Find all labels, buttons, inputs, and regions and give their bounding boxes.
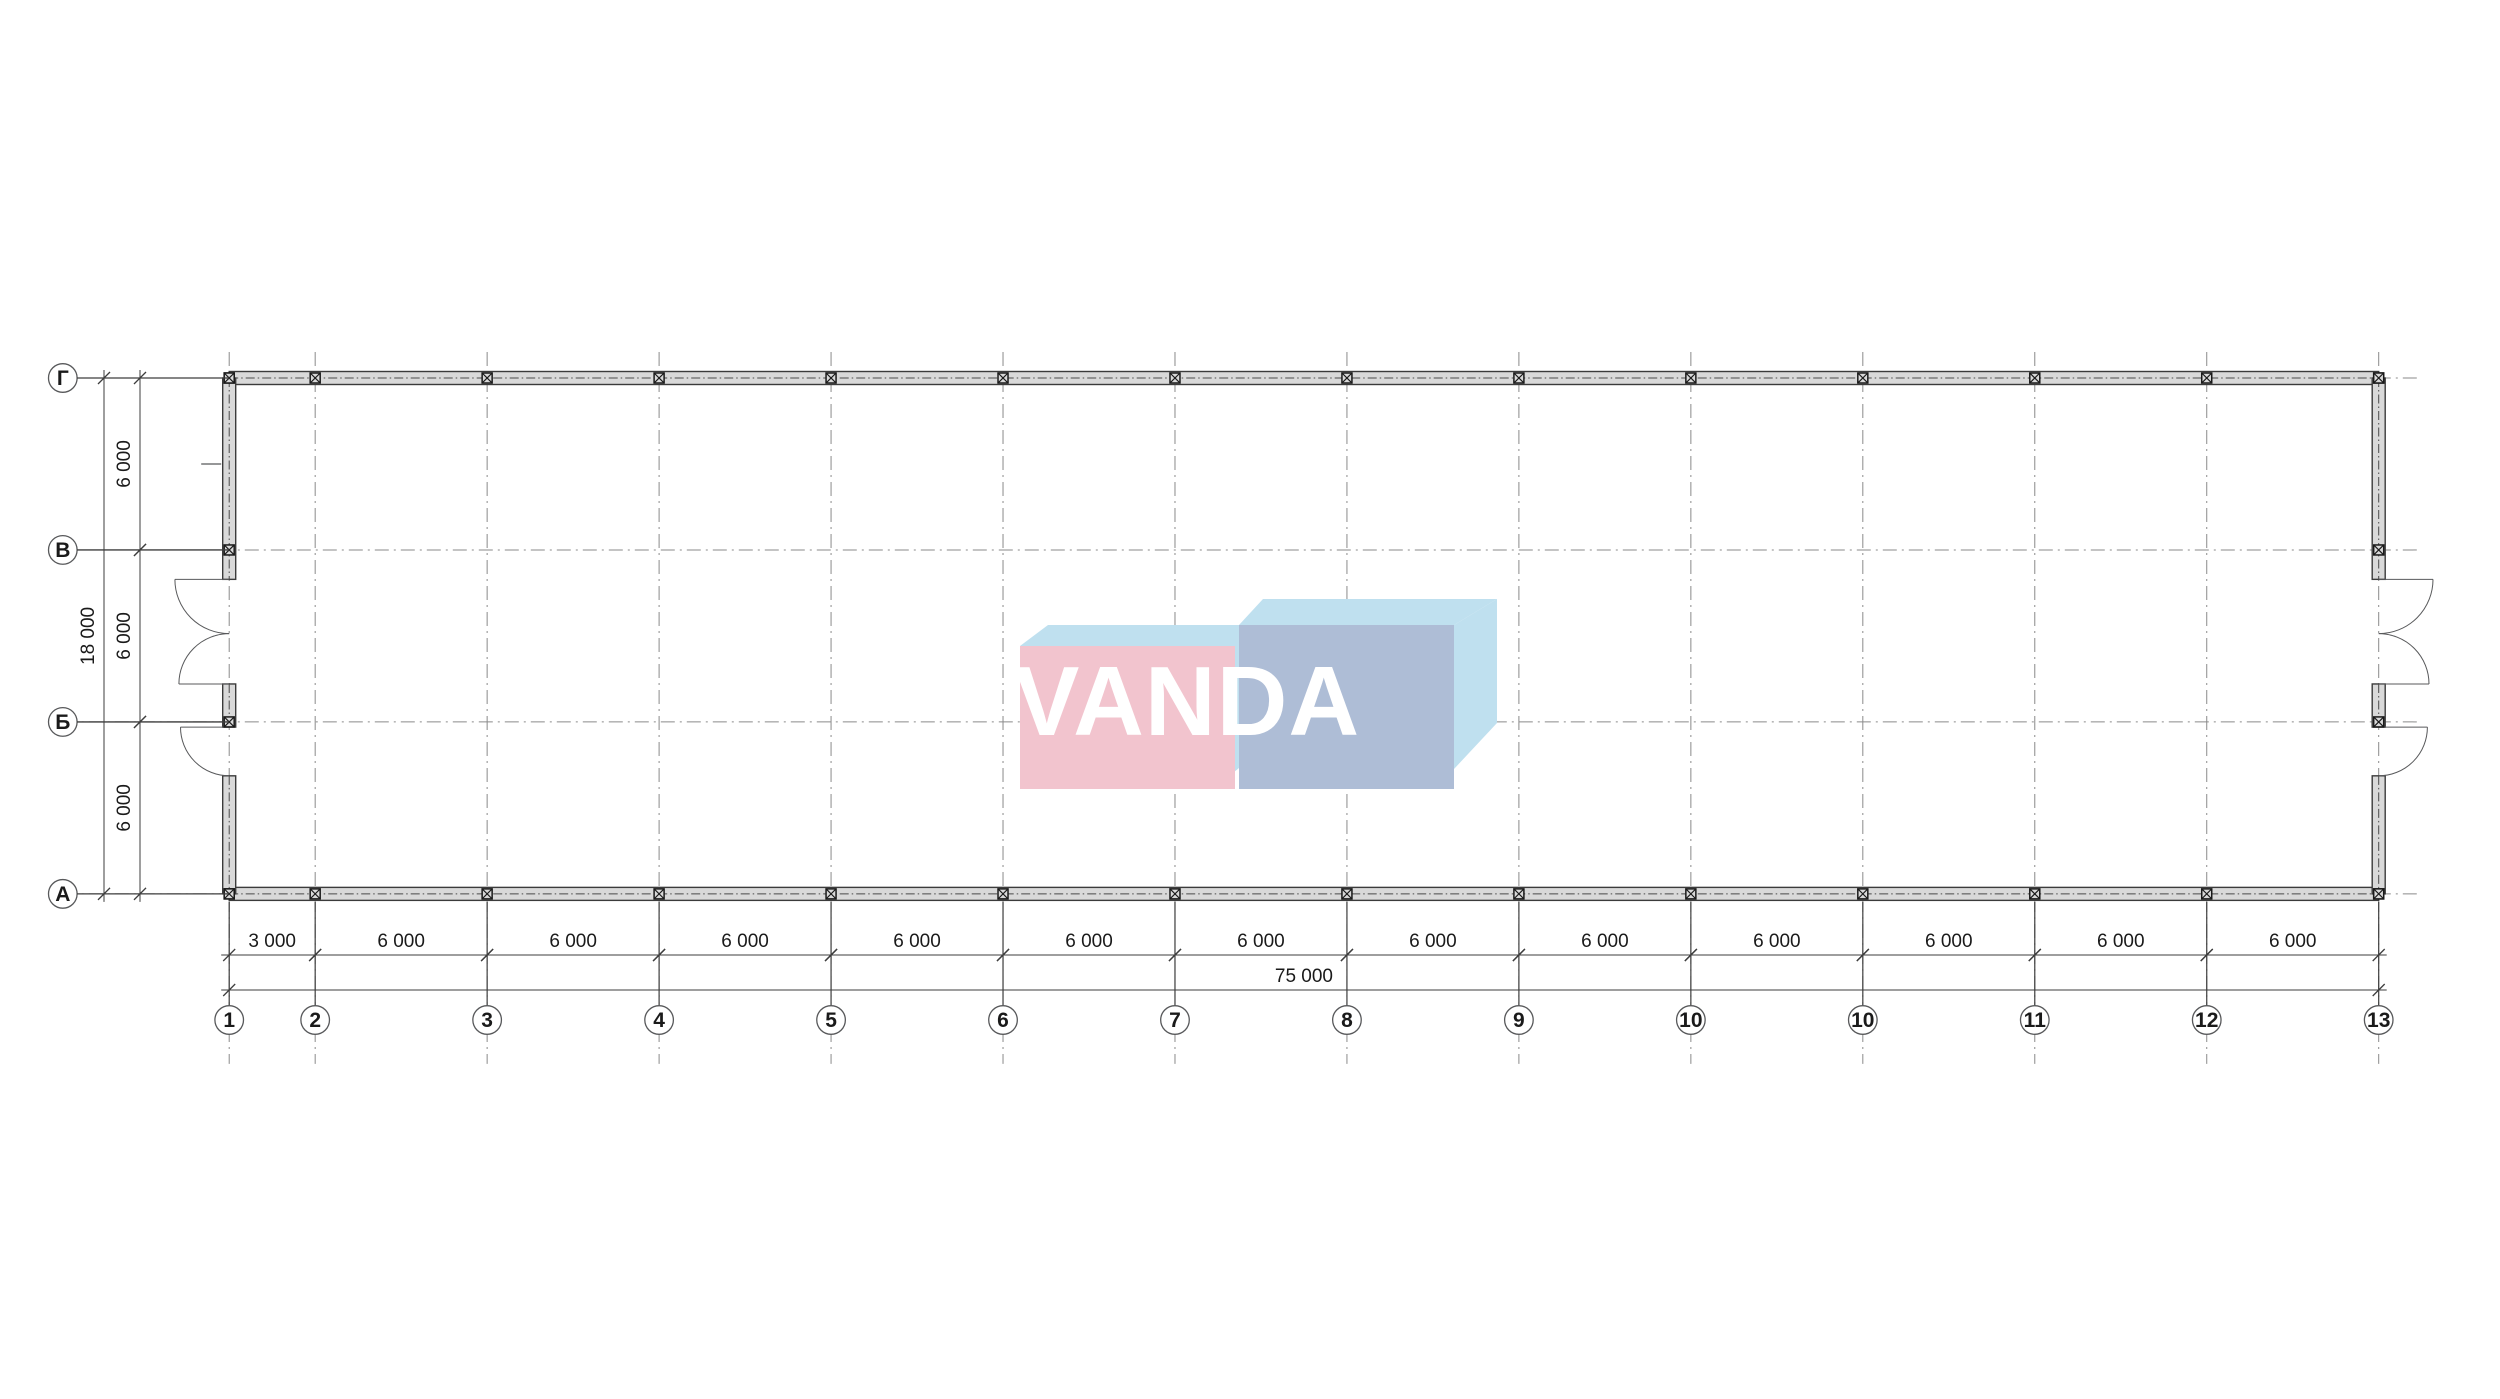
svg-text:6: 6 bbox=[997, 1009, 1009, 1032]
svg-text:5: 5 bbox=[825, 1009, 837, 1032]
svg-text:6 000: 6 000 bbox=[1925, 931, 1973, 952]
svg-text:8: 8 bbox=[1341, 1009, 1353, 1032]
svg-text:6 000: 6 000 bbox=[114, 784, 135, 832]
svg-text:Г: Г bbox=[57, 367, 69, 390]
svg-text:12: 12 bbox=[2195, 1009, 2218, 1032]
svg-text:6 000: 6 000 bbox=[114, 612, 135, 660]
svg-text:9: 9 bbox=[1513, 1009, 1525, 1032]
svg-text:10: 10 bbox=[1851, 1009, 1874, 1032]
svg-text:2: 2 bbox=[309, 1009, 321, 1032]
svg-text:13: 13 bbox=[2367, 1009, 2390, 1032]
svg-text:6 000: 6 000 bbox=[1409, 931, 1457, 952]
svg-text:18 000: 18 000 bbox=[78, 607, 99, 665]
svg-text:6 000: 6 000 bbox=[2269, 931, 2317, 952]
svg-text:6 000: 6 000 bbox=[1065, 931, 1113, 952]
svg-text:6 000: 6 000 bbox=[893, 931, 941, 952]
svg-text:4: 4 bbox=[653, 1009, 665, 1032]
svg-text:6 000: 6 000 bbox=[114, 440, 135, 488]
svg-text:3: 3 bbox=[481, 1009, 493, 1032]
svg-text:6 000: 6 000 bbox=[377, 931, 425, 952]
svg-text:6 000: 6 000 bbox=[1753, 931, 1801, 952]
svg-text:6 000: 6 000 bbox=[1581, 931, 1629, 952]
svg-text:Б: Б bbox=[55, 711, 70, 734]
svg-text:1: 1 bbox=[223, 1009, 235, 1032]
svg-text:6 000: 6 000 bbox=[1237, 931, 1285, 952]
svg-text:В: В bbox=[55, 539, 70, 562]
svg-text:11: 11 bbox=[2024, 1009, 2047, 1032]
svg-text:6 000: 6 000 bbox=[721, 931, 769, 952]
svg-text:10: 10 bbox=[1679, 1009, 1702, 1032]
svg-text:6 000: 6 000 bbox=[2097, 931, 2145, 952]
svg-text:6 000: 6 000 bbox=[549, 931, 597, 952]
svg-text:А: А bbox=[55, 883, 70, 906]
svg-text:3 000: 3 000 bbox=[248, 931, 296, 952]
svg-text:VANDA: VANDA bbox=[1014, 646, 1360, 756]
svg-text:7: 7 bbox=[1169, 1009, 1181, 1032]
svg-text:75 000: 75 000 bbox=[1275, 966, 1333, 987]
